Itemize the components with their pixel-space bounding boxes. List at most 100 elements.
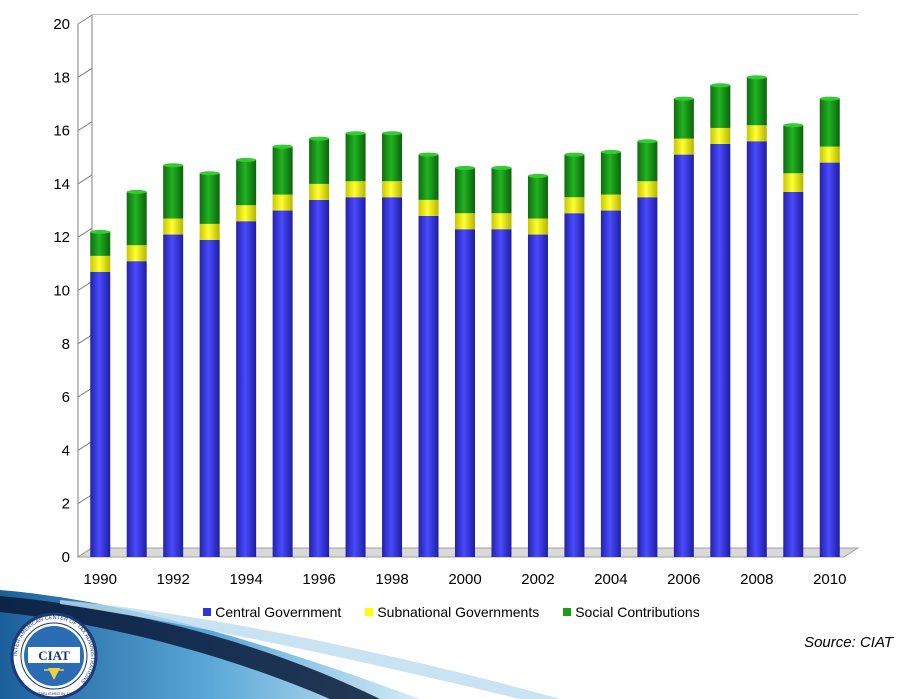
bar-top-2006 (673, 96, 694, 101)
bar-social-contributions-2006 (673, 98, 694, 139)
bar-subnational-governments-1998 (382, 181, 403, 198)
y-tick-label: 14 (53, 176, 70, 193)
bar-central-government-1994 (236, 221, 257, 557)
bar-central-government-2005 (637, 197, 658, 557)
bar-social-contributions-2001 (491, 167, 512, 214)
bar-top-1996 (309, 136, 330, 141)
bar-social-contributions-2009 (783, 125, 804, 174)
y-tick-label: 2 (62, 496, 70, 513)
x-tick-label: 2006 (667, 571, 700, 588)
bar-subnational-governments-1996 (309, 183, 330, 200)
bar-central-government-2010 (819, 162, 840, 557)
legend-swatch (203, 608, 212, 616)
x-tick-label: 2004 (594, 571, 627, 588)
ciat-logo: INTER-AMERICAN CENTER OF TAX ADMINISTRAT… (10, 612, 98, 699)
bar-subnational-governments-2002 (527, 218, 548, 235)
bar-social-contributions-1999 (418, 154, 439, 200)
bar-top-2008 (746, 75, 767, 80)
legend-item: Central Government (203, 604, 341, 620)
bar-central-government-2000 (455, 229, 475, 557)
legend-swatch (365, 608, 374, 616)
bar-top-1998 (382, 131, 403, 136)
y-tick-label: 18 (53, 69, 70, 86)
bar-top-1995 (272, 144, 293, 149)
bar-social-contributions-2005 (637, 141, 658, 182)
bar-top-1999 (418, 152, 439, 157)
bar-top-1992 (163, 163, 184, 168)
y-tick-label: 4 (62, 442, 70, 459)
bar-subnational-governments-1990 (90, 255, 111, 272)
bar-social-contributions-2010 (819, 98, 840, 147)
bar-subnational-governments-2003 (564, 197, 585, 214)
bar-subnational-governments-2007 (710, 127, 731, 144)
x-tick-label: 1992 (157, 571, 190, 588)
bar-central-government-1991 (126, 261, 147, 557)
legend-label: Subnational Governments (377, 604, 540, 620)
y-tick-label: 12 (53, 229, 70, 246)
bar-subnational-governments-2001 (491, 213, 512, 230)
bar-subnational-governments-1991 (126, 245, 147, 262)
bar-top-2005 (637, 139, 658, 144)
bar-top-2002 (527, 173, 548, 178)
bar-subnational-governments-2009 (783, 173, 804, 192)
bar-subnational-governments-2004 (600, 194, 621, 211)
x-axis-ticks: 1990 1992 1994 1996 1998 2000 2002 2004 2006 2008… (84, 571, 847, 588)
bar-social-contributions-1998 (382, 133, 403, 182)
bar-subnational-governments-2005 (637, 181, 658, 198)
legend-label: Central Government (215, 604, 342, 620)
bar-top-1991 (126, 189, 147, 194)
y-tick-label: 20 (53, 16, 70, 33)
y-tick-label: 0 (62, 549, 70, 566)
bar-social-contributions-1996 (309, 138, 330, 184)
bar-central-government-1993 (199, 239, 220, 558)
bar-central-government-2008 (746, 141, 767, 557)
x-tick-label: 1990 (84, 571, 117, 588)
logo-text: CIAT (38, 648, 70, 663)
x-tick-label: 2010 (813, 571, 846, 588)
y-tick-label: 6 (62, 389, 70, 406)
x-tick-label: 1996 (302, 571, 335, 588)
bar-social-contributions-1993 (199, 173, 220, 224)
bar-subnational-governments-2008 (746, 125, 767, 142)
x-tick-label: 1994 (229, 571, 262, 588)
bar-central-government-1996 (309, 199, 330, 557)
bar-top-1994 (236, 157, 257, 162)
bar-social-contributions-2004 (600, 151, 621, 195)
bars (90, 75, 840, 558)
bar-social-contributions-1997 (345, 133, 366, 182)
bar-central-government-2007 (710, 143, 731, 558)
bar-top-1997 (345, 131, 366, 136)
bar-top-2003 (564, 152, 585, 157)
bar-central-government-1992 (163, 234, 184, 557)
legend-item: Social Contributions (563, 604, 700, 620)
bar-social-contributions-2007 (710, 85, 731, 128)
x-tick-label: 2002 (521, 571, 554, 588)
bar-top-2010 (819, 96, 840, 101)
bar-social-contributions-1995 (272, 146, 293, 195)
bar-social-contributions-2008 (746, 77, 767, 126)
y-axis-ticks: 0 2 4 6 8 10 12 14 16 18 20 (53, 16, 70, 566)
bar-social-contributions-1994 (236, 159, 257, 206)
bar-subnational-governments-1995 (272, 194, 293, 211)
bar-social-contributions-2000 (455, 167, 475, 214)
bar-central-government-1990 (90, 271, 111, 557)
bar-top-2000 (455, 165, 475, 170)
legend: Central Government Subnational Government… (0, 604, 903, 620)
bar-subnational-governments-2010 (819, 146, 840, 163)
bar-central-government-2002 (527, 234, 548, 557)
legend-label: Social Contributions (575, 604, 700, 620)
bar-social-contributions-1992 (163, 165, 184, 219)
legend-swatch (563, 608, 572, 616)
bar-central-government-2001 (491, 229, 512, 557)
bar-social-contributions-1990 (90, 231, 111, 256)
bar-central-government-2009 (783, 191, 804, 557)
x-tick-label: 2000 (448, 571, 481, 588)
bar-subnational-governments-2006 (673, 138, 694, 155)
x-tick-label: 2008 (740, 571, 773, 588)
bar-top-2009 (783, 123, 804, 128)
bar-subnational-governments-1999 (418, 199, 439, 216)
y-tick-label: 10 (53, 283, 70, 300)
bar-top-1993 (199, 171, 220, 176)
bar-central-government-2006 (673, 154, 694, 557)
